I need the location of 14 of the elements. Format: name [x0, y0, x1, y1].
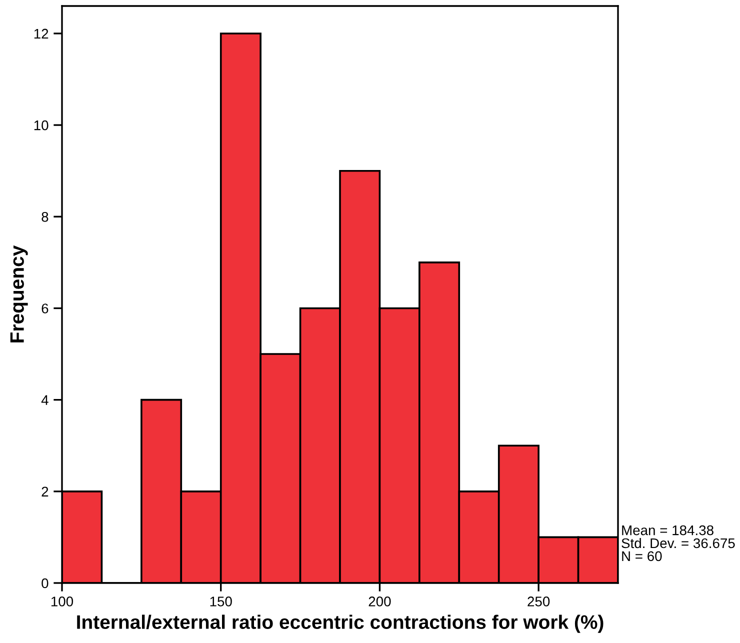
y-tick-label: 10 — [34, 120, 48, 130]
x-tick-label: 150 — [210, 596, 232, 606]
y-tick-label: 8 — [42, 212, 48, 222]
x-axis-title: Internal/external ratio eccentric contractions for work (%) — [77, 614, 604, 633]
text: Mean = 184.38 Std. Dev. = 36.675 N = 60 — [622, 525, 735, 562]
x-tick-label: 100 — [51, 596, 74, 606]
y-tick-label: 12 — [34, 28, 48, 39]
y-tick-label: 0 — [42, 578, 48, 588]
x-tick-label: 200 — [368, 596, 391, 606]
y-tick-label: 6 — [42, 304, 48, 314]
y-tick-label: 2 — [42, 486, 48, 496]
x-tick-label: 250 — [528, 596, 550, 606]
y-tick-label: 4 — [41, 395, 48, 405]
y-axis-title: Frequency — [10, 245, 28, 342]
